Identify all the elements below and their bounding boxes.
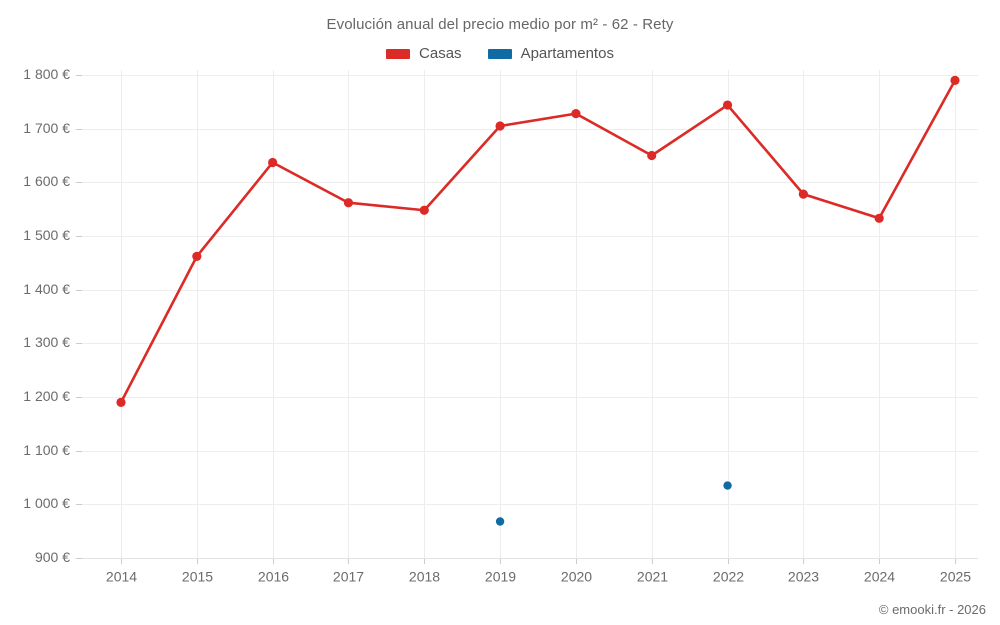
data-point-casas[interactable] — [571, 109, 581, 119]
x-axis-tick-label: 2023 — [788, 568, 819, 584]
x-axis-tick-label: 2021 — [637, 568, 668, 584]
y-axis-tick-label: 1 000 € — [23, 495, 70, 511]
y-axis-tick-label: 1 100 € — [23, 442, 70, 458]
y-axis-tick-label: 1 600 € — [23, 173, 70, 189]
chart-legend: Casas Apartamentos — [0, 45, 1000, 62]
data-point-casas[interactable] — [268, 157, 278, 168]
data-point-casas[interactable] — [343, 198, 354, 208]
y-axis-tick-label: 1 400 € — [23, 281, 70, 297]
series-line-casas — [119, 79, 957, 404]
y-axis-tick-label: 1 700 € — [23, 120, 70, 136]
legend-swatch-apartamentos — [487, 48, 512, 59]
data-point-casas[interactable] — [798, 189, 808, 199]
x-axis-tick-label: 2025 — [940, 568, 971, 584]
y-axis-tick-label: 1 500 € — [23, 227, 70, 243]
chart-title: Evolución anual del precio medio por m² … — [326, 16, 674, 33]
x-axis-tick-label: 2018 — [409, 568, 440, 584]
x-axis-tick-label: 2016 — [258, 568, 289, 584]
y-axis-tick-label: 1 300 € — [23, 334, 70, 350]
legend-item-apartamentos[interactable]: Apartamentos — [487, 45, 614, 62]
copyright-credit: © emooki.fr - 2026 — [878, 602, 986, 617]
data-point-apartamentos[interactable] — [495, 517, 505, 526]
legend-item-casas[interactable]: Casas — [386, 45, 462, 62]
legend-label-apartamentos: Apartamentos — [520, 45, 614, 62]
x-axis-tick-label: 2017 — [333, 568, 364, 584]
x-axis-tick-label: 2020 — [561, 568, 592, 584]
y-axis-tick-label: 1 800 € — [23, 66, 70, 82]
data-point-casas[interactable] — [495, 121, 505, 131]
y-axis-tick-label: 1 200 € — [23, 388, 70, 404]
legend-swatch-casas — [386, 48, 411, 59]
x-axis-tick-label: 2024 — [864, 568, 895, 584]
x-axis-tick-label: 2015 — [182, 568, 213, 584]
data-point-casas[interactable] — [950, 75, 960, 85]
data-point-casas[interactable] — [874, 213, 884, 223]
data-point-apartamentos[interactable] — [723, 481, 732, 490]
legend-label-casas: Casas — [419, 45, 462, 62]
x-axis-tick-label: 2019 — [485, 568, 516, 584]
data-point-casas[interactable] — [116, 397, 126, 407]
data-point-casas[interactable] — [192, 251, 202, 261]
y-axis-tick-label: 900 € — [35, 549, 70, 565]
data-point-casas[interactable] — [419, 205, 429, 215]
data-point-casas[interactable] — [722, 100, 733, 110]
data-point-casas[interactable] — [647, 150, 657, 161]
x-axis-tick-label: 2014 — [106, 568, 137, 584]
x-axis-tick-label: 2022 — [713, 568, 744, 584]
